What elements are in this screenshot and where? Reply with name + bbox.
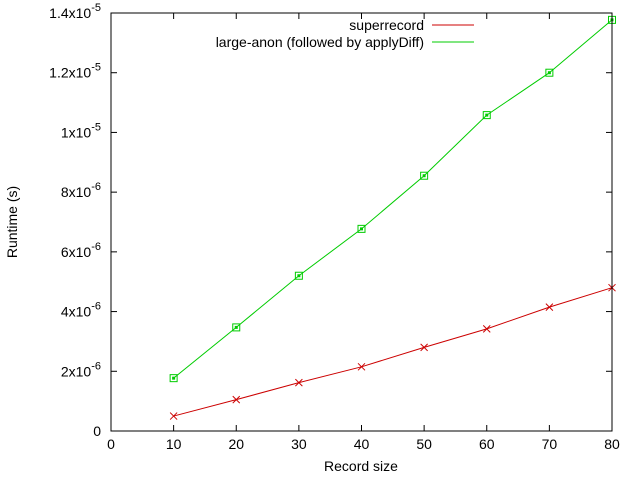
data-point xyxy=(294,271,303,280)
y-tick-exponent: -5 xyxy=(91,2,101,14)
y-tick-label: 1x10-5 xyxy=(61,121,101,140)
x-tick-label: 70 xyxy=(542,436,558,452)
x-tick-label: 50 xyxy=(416,436,432,452)
series-superrecord xyxy=(169,283,616,420)
y-tick-label: 2x10-6 xyxy=(61,360,101,379)
y-tick-label: 4x10-6 xyxy=(61,301,101,320)
series-line xyxy=(173,19,613,379)
y-tick-exponent: -6 xyxy=(91,301,101,313)
y-tick-mantissa: 6x10 xyxy=(61,244,92,260)
y-tick-exponent: -6 xyxy=(91,360,101,372)
y-tick-mantissa: 8x10 xyxy=(61,184,92,200)
tick-layer: 0 10 20 30 40 50 60 70 8002x10-64x10-66x10-68x10… xyxy=(49,2,620,452)
x-tick-label: 80 xyxy=(604,436,620,452)
y-tick-label: 0 xyxy=(93,423,101,439)
y-tick-mantissa: 4x10 xyxy=(61,304,92,320)
plot-frame xyxy=(110,12,613,432)
y-tick-mantissa: 1.4x10 xyxy=(49,5,91,21)
data-point xyxy=(357,362,366,371)
y-tick-label: 1.4x10-5 xyxy=(49,2,101,21)
y-tick-mantissa: 2x10 xyxy=(61,363,92,379)
legend-label: superrecord xyxy=(349,17,424,33)
y-tick-mantissa: 0 xyxy=(93,423,101,439)
data-point xyxy=(545,303,554,311)
legend-label: large-anon (followed by applyDiff) xyxy=(216,34,424,50)
y-tick-exponent: -5 xyxy=(91,62,101,74)
data-point xyxy=(420,343,428,352)
y-tick-exponent: -6 xyxy=(91,181,101,193)
y-tick-exponent: -6 xyxy=(91,241,101,253)
y-axis-label: Runtime (s) xyxy=(4,186,20,258)
y-tick-exponent: -5 xyxy=(91,121,101,133)
data-point xyxy=(232,395,241,404)
data-point xyxy=(482,111,491,120)
x-tick-label: 40 xyxy=(354,436,370,452)
x-tick-label: 0 xyxy=(107,436,115,452)
data-point xyxy=(357,224,366,233)
y-tick-mantissa: 1.2x10 xyxy=(49,65,91,81)
y-tick-label: 8x10-6 xyxy=(61,181,101,200)
y-tick-label: 6x10-6 xyxy=(61,241,101,260)
x-axis-label: Record size xyxy=(324,458,398,474)
data-point xyxy=(169,374,178,383)
x-tick-label: 30 xyxy=(291,436,307,452)
y-tick-mantissa: 1x10 xyxy=(61,124,92,140)
series-layer xyxy=(169,15,616,420)
x-tick-label: 60 xyxy=(479,436,495,452)
x-tick-label: 20 xyxy=(228,436,244,452)
data-point xyxy=(482,325,491,333)
data-point xyxy=(232,323,241,332)
data-point xyxy=(420,171,429,180)
data-point xyxy=(295,378,303,387)
y-tick-label: 1.2x10-5 xyxy=(49,62,101,81)
data-point xyxy=(545,68,554,77)
x-tick-label: 10 xyxy=(166,436,182,452)
series-line xyxy=(173,287,613,417)
data-point xyxy=(169,412,178,420)
series-large-anon xyxy=(169,15,616,383)
